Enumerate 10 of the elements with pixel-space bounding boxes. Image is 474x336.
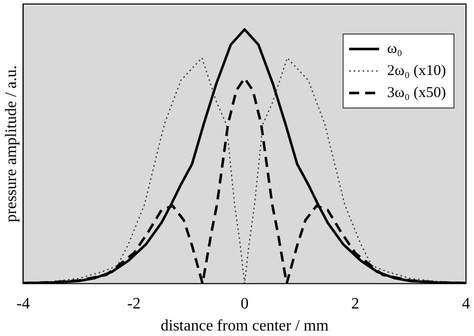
x-tick-label: 4 — [462, 295, 470, 312]
legend-label: 2ω₀ (x10) — [387, 62, 446, 79]
x-tick-label: -2 — [127, 295, 141, 312]
x-tick-label: 2 — [351, 295, 360, 312]
legend-label: ω₀ — [387, 40, 402, 57]
x-axis-title: distance from center / mm — [160, 318, 330, 335]
x-tick-label: 0 — [240, 295, 249, 312]
y-axis-title: pressure amplitude / a.u. — [2, 65, 20, 222]
legend-label: 3ω₀ (x50) — [387, 84, 446, 101]
x-tick-label: -4 — [16, 295, 30, 312]
